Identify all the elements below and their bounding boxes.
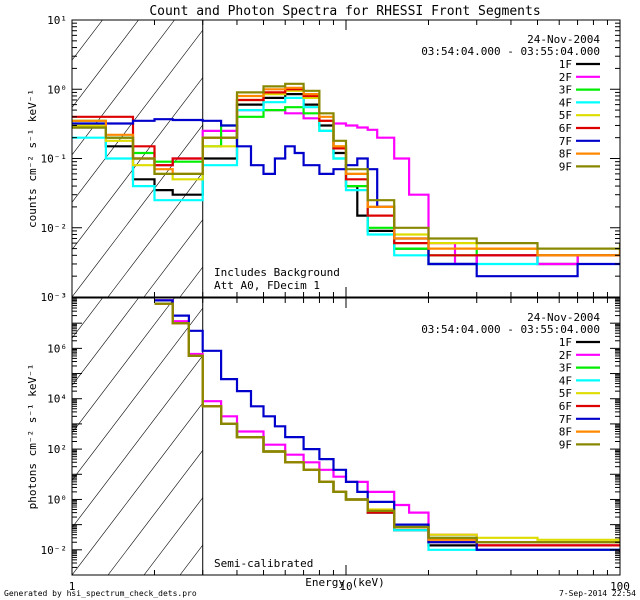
legend-label-photons-7F: 7F <box>559 413 572 426</box>
y-tick-label-counts: 10⁻³ <box>41 291 68 304</box>
time-range-label-counts: 03:54:04.000 - 03:55:04.000 <box>421 45 600 58</box>
x-tick-label-1: 1 <box>69 580 76 593</box>
legend-label-counts-1F: 1F <box>559 58 572 71</box>
date-label-counts: 24-Nov-2004 <box>527 33 600 46</box>
series-counts-9F <box>72 82 620 250</box>
date-label-photons: 24-Nov-2004 <box>527 311 600 324</box>
legend-label-photons-1F: 1F <box>559 336 572 349</box>
legend-label-counts-7F: 7F <box>559 135 572 148</box>
y-tick-label-counts: 10⁻² <box>41 222 68 235</box>
y-tick-label-photons: 10⁻² <box>41 544 68 557</box>
legend-label-photons-9F: 9F <box>559 438 572 451</box>
panel-photons: 1 10 100 10⁻² 10⁰ 10² 10⁴ 10⁶ photons cm⁻² s⁻¹ k… <box>26 297 630 593</box>
legend-label-photons-6F: 6F <box>559 400 572 413</box>
footer-generated: Generated by hsi_spectrum_check_dets.pro <box>4 589 197 598</box>
y-axis-label-counts: counts cm⁻² s⁻¹ keV⁻¹ <box>26 89 39 228</box>
time-range-label-photons: 03:54:04.000 - 03:55:04.000 <box>421 323 600 336</box>
legend-label-photons-2F: 2F <box>559 349 572 362</box>
legend-label-counts-3F: 3F <box>559 84 572 97</box>
footer-date: 7-Sep-2014 22:54 <box>559 589 636 598</box>
legend-label-counts-2F: 2F <box>559 71 572 84</box>
y-tick-label-photons: 10⁴ <box>47 393 67 406</box>
y-tick-label-counts: 10¹ <box>47 14 67 27</box>
legend-label-photons-4F: 4F <box>559 374 572 387</box>
legend-label-counts-6F: 6F <box>559 122 572 135</box>
annotation-counts-0: Includes Background <box>214 266 340 279</box>
legend-label-counts-8F: 8F <box>559 148 572 161</box>
legend-label-photons-3F: 3F <box>559 362 572 375</box>
y-tick-label-photons: 10² <box>47 443 67 456</box>
x-axis-label: Energy (keV) <box>305 576 384 589</box>
y-tick-label-counts: 10⁻¹ <box>41 153 68 166</box>
series-counts-4F <box>72 96 620 266</box>
y-tick-label-photons: 10⁰ <box>47 493 67 506</box>
annotation-counts-1: Att A0, FDecim 1 <box>214 279 320 292</box>
y-axis-label-photons: photons cm⁻² s⁻¹ keV⁻¹ <box>26 364 39 510</box>
legend-label-photons-5F: 5F <box>559 387 572 400</box>
legend-label-counts-9F: 9F <box>559 160 572 173</box>
series-photons-9F <box>154 302 620 544</box>
legend-label-counts-4F: 4F <box>559 96 572 109</box>
legend-label-counts-5F: 5F <box>559 109 572 122</box>
x-tick-label-10: 10 <box>339 580 352 593</box>
y-tick-label-photons: 10⁶ <box>47 342 67 355</box>
y-tick-label-counts: 10⁰ <box>47 83 67 96</box>
chart-title: Count and Photon Spectra for RHESSI Fron… <box>149 4 540 19</box>
annotation-photons-0: Semi-calibrated <box>214 557 313 570</box>
x-tick-label-100: 100 <box>610 580 630 593</box>
panel-counts: 10⁻³ 10⁻² 10⁻¹ 10⁰ 10¹ counts cm⁻² s⁻¹ keV⁻¹ 2… <box>26 14 621 304</box>
legend-label-photons-8F: 8F <box>559 426 572 439</box>
